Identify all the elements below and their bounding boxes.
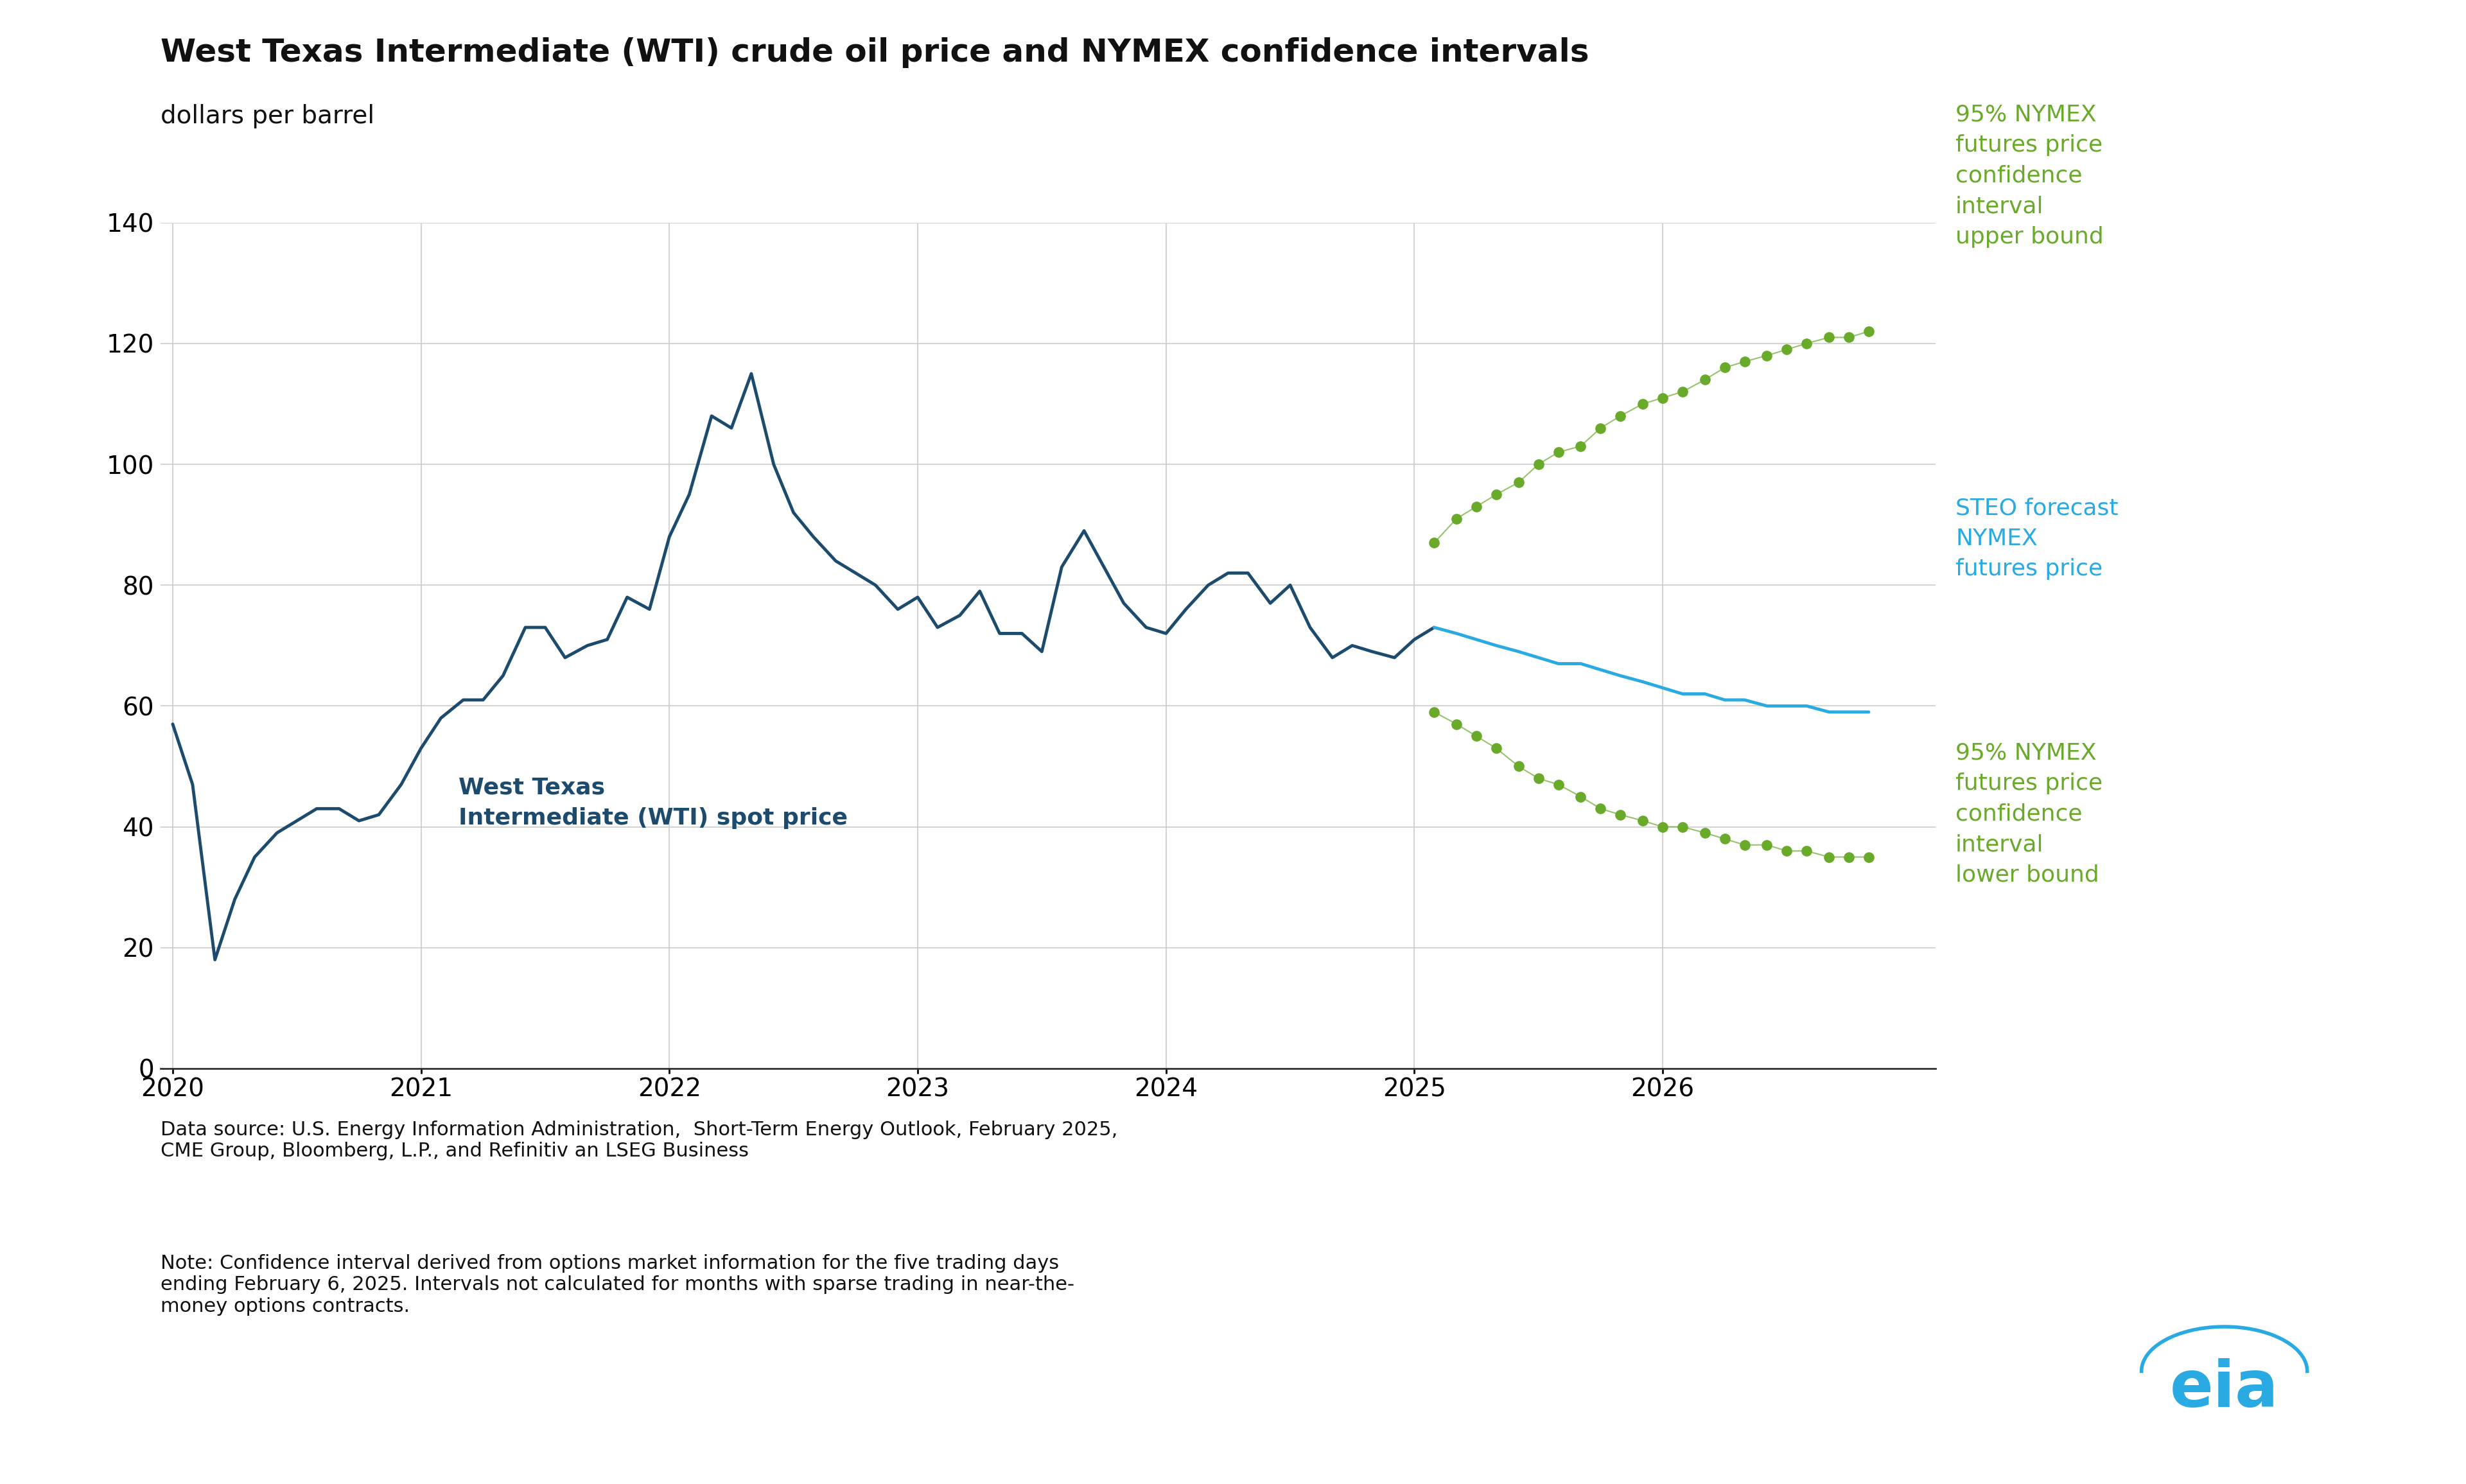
Text: Note: Confidence interval derived from options market information for the five t: Note: Confidence interval derived from o… bbox=[160, 1254, 1075, 1316]
Text: 95% NYMEX
futures price
confidence
interval
lower bound: 95% NYMEX futures price confidence inter… bbox=[1956, 742, 2103, 886]
Text: West Texas
Intermediate (WTI) spot price: West Texas Intermediate (WTI) spot price bbox=[459, 776, 848, 828]
Text: 95% NYMEX
futures price
confidence
interval
upper bound: 95% NYMEX futures price confidence inter… bbox=[1956, 104, 2103, 248]
Text: dollars per barrel: dollars per barrel bbox=[160, 104, 375, 128]
Text: Data source: U.S. Energy Information Administration,  Short-Term Energy Outlook,: Data source: U.S. Energy Information Adm… bbox=[160, 1120, 1117, 1160]
Text: eia: eia bbox=[2170, 1358, 2279, 1420]
Text: West Texas Intermediate (WTI) crude oil price and NYMEX confidence intervals: West Texas Intermediate (WTI) crude oil … bbox=[160, 37, 1588, 68]
Text: STEO forecast
NYMEX
futures price: STEO forecast NYMEX futures price bbox=[1956, 497, 2118, 580]
